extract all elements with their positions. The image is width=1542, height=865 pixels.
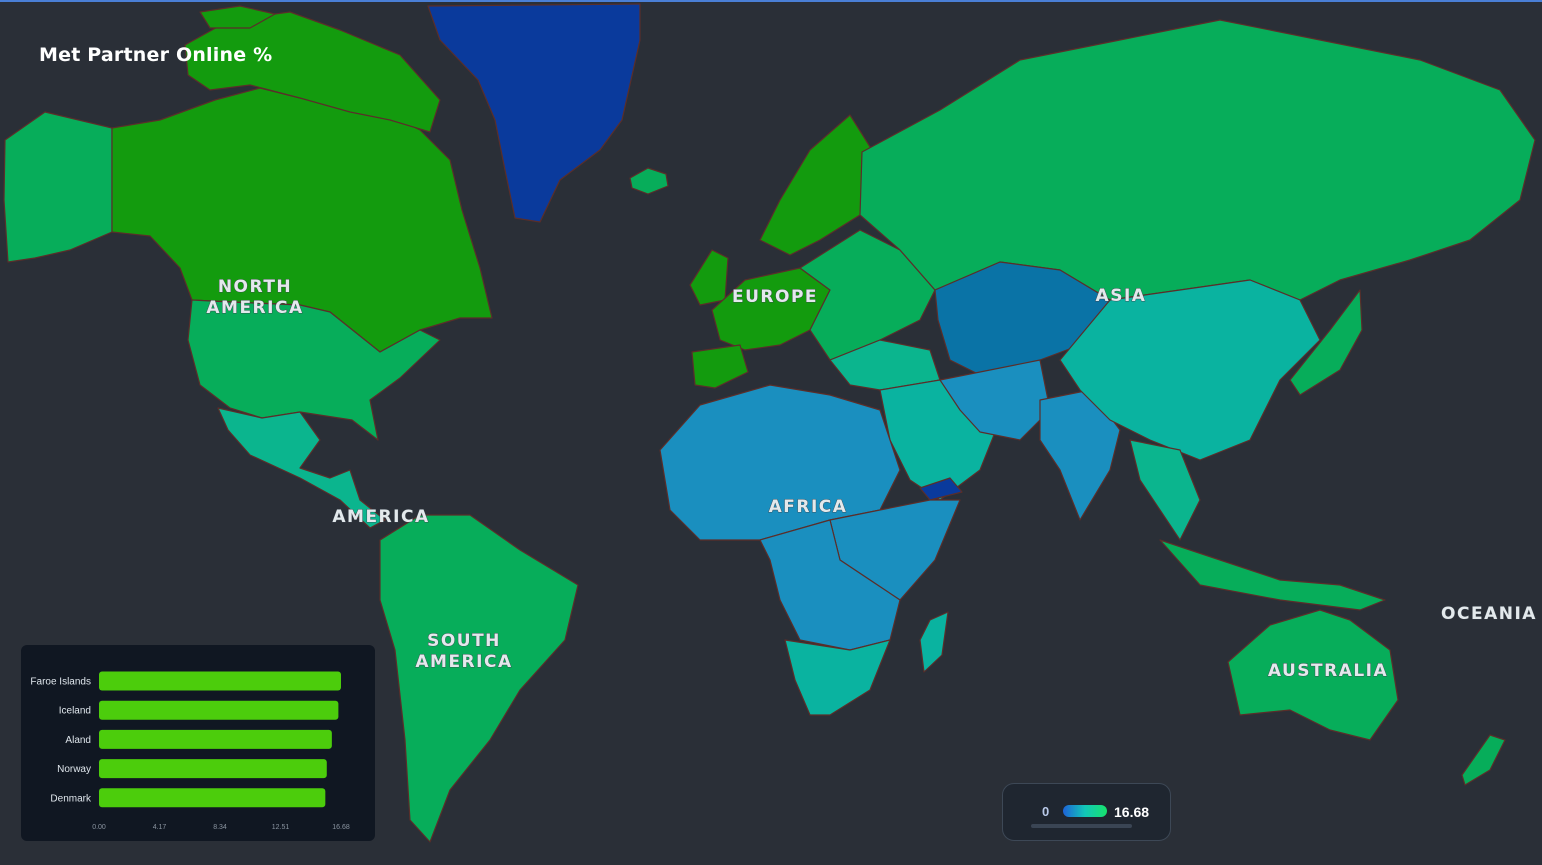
label-north-america-line1: NORTH xyxy=(218,277,292,297)
bar-norway[interactable] xyxy=(99,759,327,779)
region-eastern-europe[interactable] xyxy=(799,229,936,361)
country-greenland[interactable] xyxy=(427,3,641,223)
bar-label: Aland xyxy=(65,735,91,746)
legend-max-container: 16.68 xyxy=(1114,802,1150,821)
country-south-america[interactable] xyxy=(379,514,579,843)
bar-denmark[interactable] xyxy=(99,788,326,808)
region-central-asia[interactable] xyxy=(934,261,1111,381)
label-north-america-line2: AMERICA xyxy=(206,298,303,318)
label-south-america-line1: SOUTH xyxy=(427,631,501,651)
region-north-africa[interactable] xyxy=(659,384,901,541)
color-scale-legend: 0 16.68 xyxy=(1002,783,1171,841)
bar-label: Denmark xyxy=(50,793,92,804)
bar-label: Iceland xyxy=(59,706,91,717)
arctic-island-north[interactable] xyxy=(199,5,276,29)
label-central-america: AMERICA xyxy=(332,507,429,527)
legend-gradient xyxy=(1063,805,1107,817)
country-japan[interactable] xyxy=(1289,289,1363,396)
bar-label: Faroe Islands xyxy=(30,677,91,688)
x-tick-label: 12.51 xyxy=(272,824,290,831)
bar-label: Norway xyxy=(57,764,91,775)
x-tick-label: 0.00 xyxy=(92,824,106,831)
bar-faroe-islands[interactable] xyxy=(99,671,341,691)
bar-iceland[interactable] xyxy=(99,700,339,720)
country-alaska[interactable] xyxy=(3,111,113,263)
region-iberia[interactable] xyxy=(691,344,749,389)
window-top-border xyxy=(0,0,1542,2)
country-iceland[interactable] xyxy=(629,167,669,195)
country-madagascar[interactable] xyxy=(919,611,949,673)
legend-scrollbar[interactable] xyxy=(1031,824,1132,828)
legend-max-value: 16.68 xyxy=(1114,804,1150,820)
map-title: Met Partner Online % xyxy=(39,44,273,66)
continent-labels: NORTH AMERICA AMERICA SOUTH AMERICA EURO… xyxy=(206,277,1537,682)
x-tick-label: 8.34 xyxy=(213,824,227,831)
country-new-zealand[interactable] xyxy=(1461,734,1506,786)
bar-aland[interactable] xyxy=(99,729,332,749)
region-iran-afghanistan[interactable] xyxy=(939,359,1051,441)
label-australia: AUSTRALIA xyxy=(1268,661,1388,681)
bar-chart-svg: Faroe Islands Iceland Aland Norway Denmark 0.… xyxy=(30,671,350,831)
region-uk[interactable] xyxy=(689,249,729,306)
region-southeast-asia[interactable] xyxy=(1129,439,1201,541)
label-asia: ASIA xyxy=(1096,286,1147,306)
arctic-islands[interactable] xyxy=(184,11,441,133)
label-europe: EUROPE xyxy=(732,287,818,307)
legend-min-value: 0 xyxy=(1042,804,1050,819)
label-africa: AFRICA xyxy=(769,497,848,517)
label-south-america-line2: AMERICA xyxy=(415,652,512,672)
country-mexico[interactable] xyxy=(217,407,386,529)
region-western-europe[interactable] xyxy=(711,267,831,351)
country-usa[interactable] xyxy=(187,299,441,441)
country-china[interactable] xyxy=(1059,279,1321,461)
label-oceania: OCEANIA xyxy=(1441,604,1537,624)
region-southern-africa[interactable] xyxy=(784,639,891,716)
country-yemen[interactable] xyxy=(919,477,963,501)
region-indonesia[interactable] xyxy=(1159,539,1386,611)
x-tick-label: 16.68 xyxy=(332,824,350,831)
top-countries-chart: Faroe Islands Iceland Aland Norway Denmark 0.… xyxy=(21,645,375,841)
country-australia[interactable] xyxy=(1227,609,1399,741)
x-tick-label: 4.17 xyxy=(153,824,167,831)
country-russia[interactable] xyxy=(859,19,1536,301)
